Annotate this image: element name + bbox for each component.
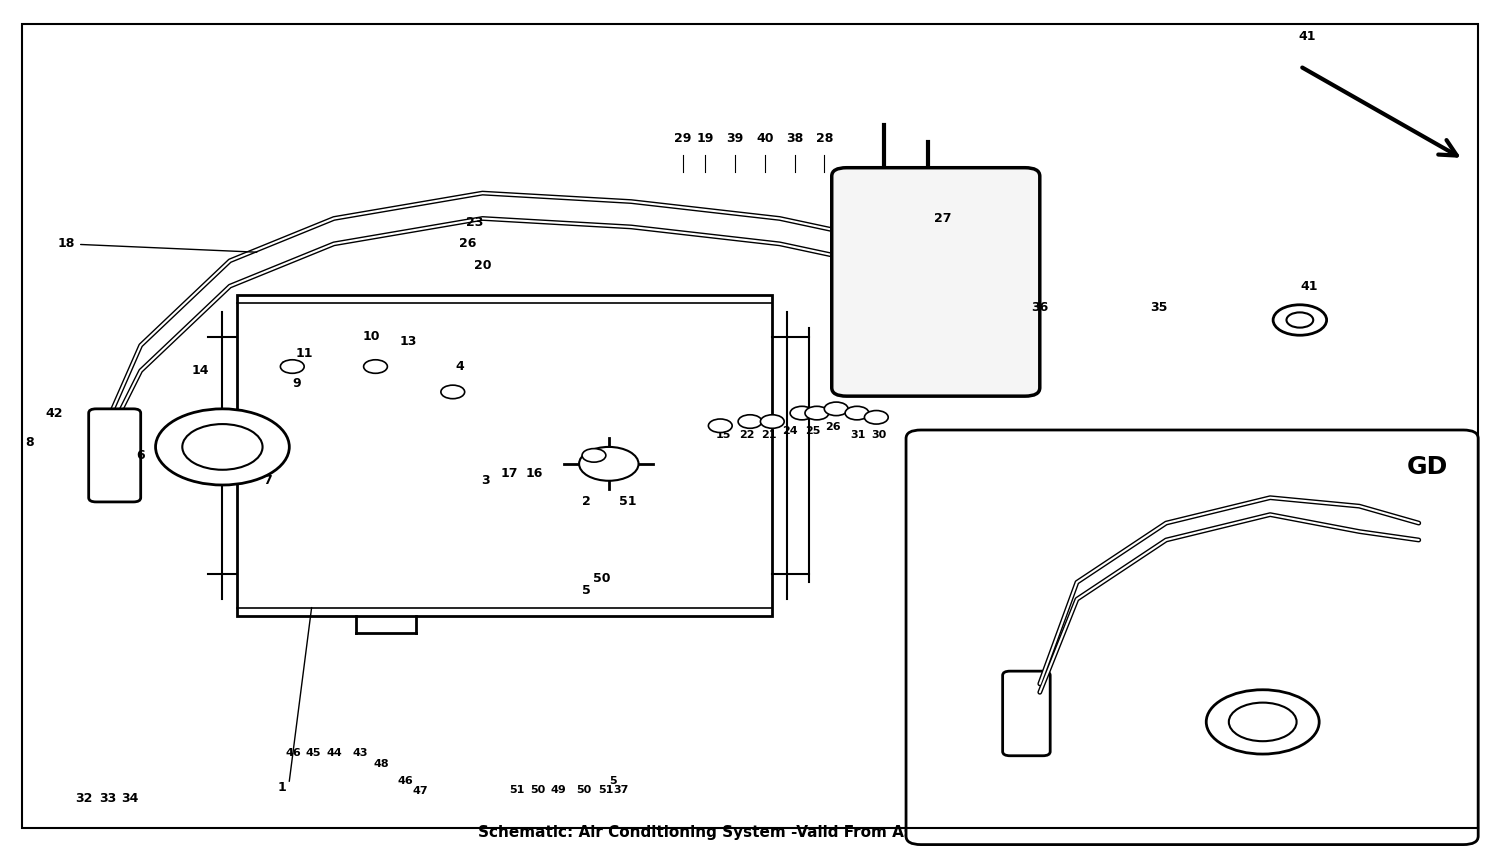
Text: 42: 42	[45, 407, 63, 420]
Text: 46: 46	[286, 748, 302, 759]
FancyBboxPatch shape	[237, 295, 772, 616]
Text: 1: 1	[278, 781, 286, 794]
Text: 15: 15	[716, 430, 730, 440]
Text: 48: 48	[374, 759, 390, 769]
Circle shape	[844, 406, 868, 420]
Text: 2: 2	[582, 495, 591, 508]
Text: 10: 10	[363, 330, 380, 343]
Text: 50: 50	[592, 572, 610, 585]
Text: 41: 41	[1300, 280, 1317, 292]
Circle shape	[790, 406, 814, 420]
Circle shape	[806, 406, 830, 420]
Text: 22: 22	[740, 430, 754, 440]
Text: 19: 19	[696, 132, 714, 144]
Text: 51: 51	[598, 784, 613, 795]
Text: 37: 37	[614, 784, 628, 795]
Circle shape	[825, 402, 848, 415]
Text: 39: 39	[726, 132, 744, 144]
Text: 13: 13	[399, 335, 417, 347]
Text: 34: 34	[122, 791, 140, 805]
Circle shape	[1206, 690, 1318, 754]
Text: 36: 36	[1030, 301, 1048, 314]
Text: 20: 20	[474, 259, 492, 272]
Text: 51: 51	[509, 784, 525, 795]
Text: 5: 5	[609, 776, 616, 786]
Circle shape	[582, 449, 606, 462]
Text: 44: 44	[326, 748, 342, 759]
Text: 23: 23	[466, 216, 484, 230]
Text: 12: 12	[280, 360, 298, 373]
FancyBboxPatch shape	[906, 430, 1478, 845]
Text: 30: 30	[871, 430, 886, 440]
Text: 50: 50	[530, 784, 544, 795]
Text: 7: 7	[262, 474, 272, 488]
Text: 26: 26	[825, 421, 842, 432]
Text: 47: 47	[413, 786, 428, 796]
Text: 43: 43	[352, 748, 369, 759]
Text: 38: 38	[786, 132, 802, 144]
Text: 17: 17	[501, 468, 518, 481]
Text: 50: 50	[576, 784, 591, 795]
Circle shape	[738, 415, 762, 428]
Text: 18: 18	[57, 237, 256, 252]
Text: 40: 40	[756, 132, 774, 144]
Text: 29: 29	[675, 132, 692, 144]
Circle shape	[156, 408, 290, 485]
Text: 14: 14	[192, 365, 208, 378]
Text: 35: 35	[1150, 301, 1167, 314]
Circle shape	[183, 424, 262, 470]
Text: 11: 11	[296, 347, 314, 360]
Text: 5: 5	[582, 584, 591, 597]
Text: 21: 21	[762, 430, 777, 440]
Text: 6: 6	[136, 449, 146, 462]
Circle shape	[1274, 304, 1326, 335]
Text: 16: 16	[526, 468, 543, 481]
Text: 49: 49	[550, 784, 566, 795]
FancyBboxPatch shape	[88, 408, 141, 502]
Circle shape	[708, 419, 732, 433]
Text: 25: 25	[804, 426, 820, 436]
Text: 32: 32	[75, 791, 93, 805]
Text: 46: 46	[398, 776, 412, 786]
Circle shape	[760, 415, 784, 428]
Text: 8: 8	[26, 436, 33, 449]
Circle shape	[363, 359, 387, 373]
Circle shape	[579, 447, 639, 481]
Text: 4: 4	[456, 360, 465, 373]
Text: 28: 28	[816, 132, 833, 144]
Text: 51: 51	[620, 495, 638, 508]
Text: 3: 3	[482, 474, 490, 488]
Text: 41: 41	[1299, 30, 1316, 43]
Circle shape	[864, 410, 888, 424]
Text: 45: 45	[306, 748, 321, 759]
Text: 26: 26	[459, 237, 477, 250]
Text: 33: 33	[99, 791, 117, 805]
Text: Schematic: Air Conditioning System -Valid From Ass. Nr. 20879-: Schematic: Air Conditioning System -Vali…	[478, 826, 1022, 840]
Text: 9: 9	[292, 377, 302, 390]
Text: 24: 24	[783, 426, 798, 436]
FancyBboxPatch shape	[831, 168, 1040, 396]
Circle shape	[280, 359, 304, 373]
Text: 31: 31	[850, 430, 865, 440]
FancyBboxPatch shape	[1002, 671, 1050, 756]
Circle shape	[441, 385, 465, 399]
Circle shape	[1228, 703, 1296, 741]
Text: 27: 27	[934, 212, 952, 225]
Text: GD: GD	[1407, 456, 1449, 479]
Circle shape	[1287, 312, 1312, 328]
